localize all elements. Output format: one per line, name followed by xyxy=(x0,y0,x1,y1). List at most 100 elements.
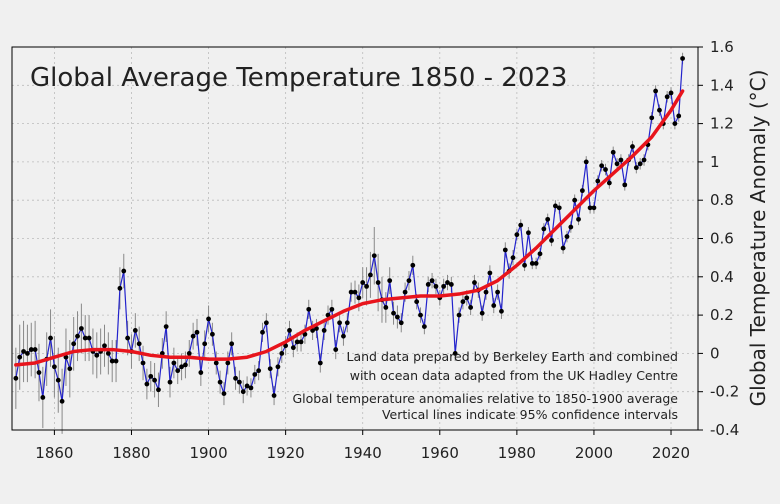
data-point xyxy=(36,370,42,375)
data-point xyxy=(495,289,500,295)
data-point xyxy=(406,278,412,284)
data-point xyxy=(410,262,416,268)
data-point xyxy=(202,341,208,347)
data-point xyxy=(287,328,292,333)
data-point xyxy=(587,205,593,211)
data-point xyxy=(595,178,601,184)
data-point xyxy=(371,253,377,259)
data-point xyxy=(321,328,327,333)
data-point xyxy=(186,351,192,356)
data-point xyxy=(545,216,551,222)
data-point xyxy=(256,368,262,374)
data-point xyxy=(25,351,30,356)
data-point xyxy=(125,335,131,341)
data-point xyxy=(337,320,342,326)
x-tick-label: 1880 xyxy=(112,444,150,462)
data-point xyxy=(618,157,624,163)
data-point xyxy=(664,94,670,100)
data-point xyxy=(375,280,381,285)
x-tick-label: 1920 xyxy=(267,444,305,462)
data-point xyxy=(21,349,26,354)
data-point xyxy=(163,324,169,329)
data-point xyxy=(533,260,539,266)
data-point xyxy=(206,316,211,322)
x-tick-label: 1960 xyxy=(421,444,459,462)
data-point xyxy=(82,335,88,341)
data-point xyxy=(306,306,312,312)
chart-title: Global Average Temperature 1850 - 2023 xyxy=(30,63,567,93)
data-point xyxy=(156,387,161,393)
y-tick-label: -0.2 xyxy=(710,383,739,401)
data-point xyxy=(260,329,265,335)
data-point xyxy=(263,320,269,326)
data-point xyxy=(132,328,138,333)
x-tick-label: 2020 xyxy=(652,444,690,462)
data-point xyxy=(325,312,331,318)
data-point xyxy=(553,203,558,209)
data-point xyxy=(310,328,316,333)
data-point xyxy=(630,144,635,149)
data-point xyxy=(387,278,393,284)
data-point xyxy=(391,310,396,316)
data-point xyxy=(59,398,65,404)
data-point xyxy=(40,395,46,400)
data-point xyxy=(75,333,80,339)
data-point xyxy=(579,188,585,194)
data-point xyxy=(78,326,84,331)
y-tick-label: 1.6 xyxy=(710,38,734,56)
y-tick-label: 1.2 xyxy=(710,115,734,133)
data-point xyxy=(491,303,497,308)
data-point xyxy=(94,352,100,358)
note: Land data prepared by Berkeley Earth and… xyxy=(347,349,679,364)
data-point xyxy=(502,247,508,253)
data-point xyxy=(152,377,157,383)
data-point xyxy=(86,335,92,341)
data-point xyxy=(183,362,188,368)
data-point xyxy=(140,360,146,366)
data-point xyxy=(556,205,562,211)
data-point xyxy=(633,165,639,171)
data-point xyxy=(583,159,589,165)
data-point xyxy=(113,358,119,364)
data-point xyxy=(398,320,404,326)
data-point xyxy=(229,341,235,347)
data-point xyxy=(606,180,612,186)
data-point xyxy=(460,299,466,305)
data-point xyxy=(290,345,296,351)
data-point xyxy=(653,88,659,94)
data-point xyxy=(641,157,647,163)
data-point xyxy=(394,314,400,320)
data-point xyxy=(622,182,628,188)
data-point xyxy=(429,278,435,284)
data-point xyxy=(514,232,520,238)
data-point xyxy=(175,368,181,374)
data-point xyxy=(676,113,682,119)
data-point xyxy=(271,393,277,398)
data-point xyxy=(341,333,346,339)
data-point xyxy=(526,230,531,236)
data-point xyxy=(433,283,439,289)
y-tick-label: 1 xyxy=(710,153,720,171)
data-point xyxy=(136,341,142,347)
marks xyxy=(13,52,685,434)
data-point xyxy=(148,373,154,379)
data-point xyxy=(221,391,227,397)
data-point xyxy=(441,283,447,289)
data-point xyxy=(518,222,524,228)
data-point xyxy=(275,364,281,370)
data-point xyxy=(121,268,127,274)
data-point xyxy=(171,360,177,366)
data-point xyxy=(267,366,273,372)
data-point xyxy=(468,305,474,310)
data-point xyxy=(418,312,423,318)
data-point xyxy=(348,289,354,295)
data-point xyxy=(233,375,238,381)
data-point xyxy=(572,197,578,203)
data-point xyxy=(672,121,678,126)
data-point xyxy=(603,167,608,172)
data-point xyxy=(244,383,250,389)
data-point xyxy=(55,377,61,383)
data-point xyxy=(190,333,196,339)
data-point xyxy=(198,370,204,375)
data-point xyxy=(668,90,674,96)
